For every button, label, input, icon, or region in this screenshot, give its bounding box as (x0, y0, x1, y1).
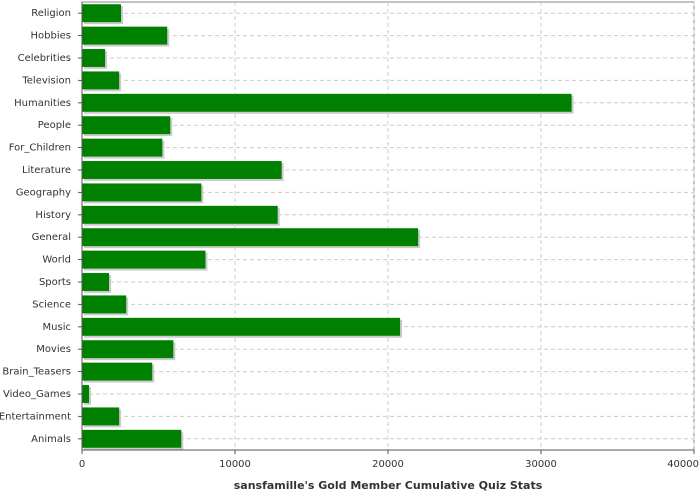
x-tick-label: 40000 (667, 459, 699, 470)
bar (82, 183, 202, 202)
x-tick-label: 10000 (219, 459, 251, 470)
bar (82, 26, 168, 45)
y-tick-label: Literature (22, 165, 71, 176)
bar (82, 49, 106, 67)
x-tick-label: 30000 (525, 459, 557, 470)
bar (82, 71, 120, 90)
y-tick-label: Entertainment (0, 411, 71, 422)
y-tick-label: World (42, 255, 71, 266)
y-tick-label: Brain_Teasers (2, 367, 71, 378)
y-tick-label: Geography (16, 187, 71, 198)
x-tick-label: 20000 (372, 459, 404, 470)
bar (82, 93, 572, 112)
y-tick-label: Music (43, 322, 71, 333)
bar (82, 205, 278, 224)
y-tick-label: Animals (31, 434, 71, 445)
y-tick-label: Video_Games (3, 389, 71, 400)
bar (82, 340, 174, 359)
y-tick-label: General (32, 232, 71, 243)
bar (82, 273, 110, 291)
y-tick-label: History (35, 210, 71, 221)
bar (82, 317, 401, 336)
y-tick-label: People (38, 120, 71, 131)
y-tick-label: Hobbies (31, 31, 71, 42)
y-tick-label: Television (21, 75, 71, 86)
bar (82, 228, 419, 247)
x-axis-label: sansfamille's Gold Member Cumulative Qui… (234, 479, 543, 492)
bar (82, 138, 163, 157)
bar (82, 362, 153, 381)
y-tick-label: Religion (31, 8, 71, 19)
bar (82, 295, 127, 314)
bar (82, 161, 282, 179)
y-tick-label: For_Children (9, 143, 71, 154)
y-tick-label: Humanities (14, 98, 71, 109)
bar (82, 250, 206, 269)
bar (82, 4, 122, 23)
y-tick-label: Celebrities (18, 53, 71, 64)
bar (82, 429, 182, 448)
y-tick-label: Science (32, 299, 71, 310)
y-tick-label: Movies (36, 344, 71, 355)
bar (82, 385, 90, 403)
x-tick-label: 0 (79, 459, 85, 470)
bar (82, 407, 120, 426)
y-tick-label: Sports (39, 277, 71, 288)
bar (82, 116, 171, 135)
